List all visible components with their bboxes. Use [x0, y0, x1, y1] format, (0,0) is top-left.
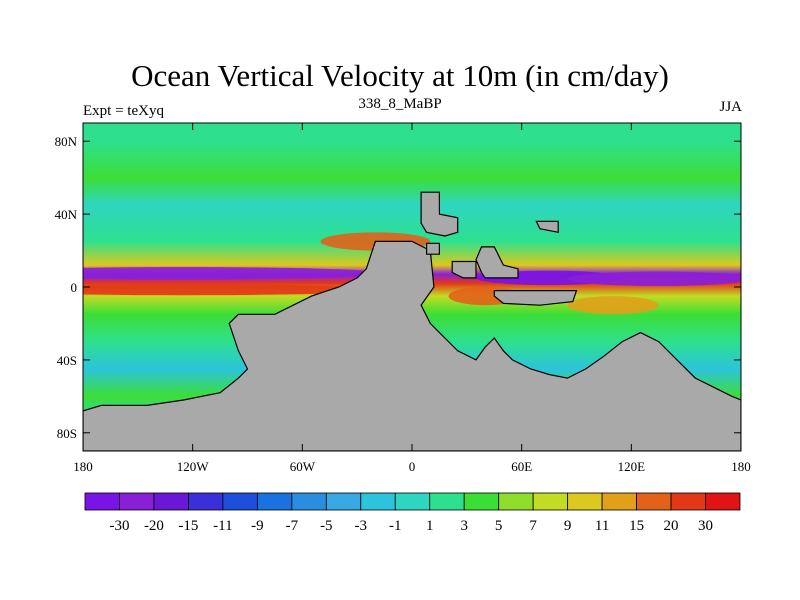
colorbar-label: 20 [664, 518, 679, 534]
colorbar-label: 5 [495, 518, 503, 534]
colorbar-swatch [463, 492, 500, 511]
colorbar-label: -5 [320, 518, 333, 534]
colorbar-label: 1 [426, 518, 434, 534]
x-tick-label: 180 [73, 459, 93, 474]
y-tick-label: 40S [57, 353, 77, 368]
field-feature [567, 296, 659, 315]
colorbar-swatch [670, 492, 706, 511]
land-polygon [451, 260, 477, 279]
colorbar-swatch [153, 492, 189, 511]
chart-subtitle-left: Expt = teXyq [83, 103, 164, 119]
land-polygon [475, 246, 519, 279]
land-polygon [426, 242, 440, 255]
colorbar-swatch [532, 492, 569, 511]
y-axis: 80N 40N 0 40S 80S [55, 134, 741, 441]
colorbar-swatch [636, 492, 672, 511]
colorbar-swatch [567, 492, 603, 511]
colorbar-swatch [84, 492, 120, 511]
colorbar-label: -3 [355, 518, 368, 534]
colorbar-swatch [256, 492, 293, 511]
colorbar-label: 7 [529, 518, 537, 534]
land-polygon [493, 290, 578, 306]
colorbar-label: 30 [698, 518, 713, 534]
x-tick-label: 120E [618, 459, 646, 474]
x-tick-label: 120W [177, 459, 210, 474]
x-axis: 180 120W 60W 0 60E 120E 180 [73, 123, 751, 474]
colorbar-label: 15 [629, 518, 644, 534]
y-tick-label: 0 [71, 280, 78, 295]
colorbar-label: -20 [144, 518, 164, 534]
x-tick-label: 60W [290, 459, 316, 474]
colorbar-label: 3 [460, 518, 468, 534]
colorbar-label: -7 [286, 518, 299, 534]
chart-subtitle-center: 338_8_MaBP [358, 96, 442, 112]
y-tick-label: 80S [57, 426, 77, 441]
land-polygon [535, 220, 559, 234]
colorbar-swatch [291, 492, 327, 511]
x-tick-label: 180 [731, 459, 751, 474]
colorbar: -30 -20 -15 -11 -9 -7 -5 -3 -1 1 3 5 7 9 11 15 20 30 [84, 492, 741, 534]
field-feature [83, 284, 385, 296]
chart-title: Ocean Vertical Velocity at 10m (in cm/da… [131, 58, 669, 93]
x-tick-label: 0 [409, 459, 416, 474]
y-tick-label: 40N [55, 207, 78, 222]
x-tick-label: 60E [511, 459, 532, 474]
y-tick-label: 80N [55, 134, 78, 149]
colorbar-swatch [429, 492, 465, 511]
colorbar-swatch [601, 492, 637, 511]
field-features [83, 232, 741, 315]
colorbar-swatch [325, 492, 362, 511]
colorbar-label: 11 [595, 518, 609, 534]
colorbar-swatch [498, 492, 534, 511]
colorbar-label: -1 [389, 518, 402, 534]
chart-subtitle-right: JJA [719, 99, 742, 115]
colorbar-label: 9 [564, 518, 572, 534]
land-polygon [420, 191, 459, 237]
colorbar-label: -9 [251, 518, 264, 534]
land-polygon [83, 240, 741, 451]
field-feature [83, 266, 385, 280]
colorbar-swatch [394, 492, 431, 511]
colorbar-swatch [705, 492, 741, 511]
colorbar-label: -30 [109, 518, 129, 534]
land-mask [83, 191, 741, 451]
colorbar-swatch [360, 492, 396, 511]
colorbar-label: -15 [178, 518, 198, 534]
colorbar-swatch [188, 492, 224, 511]
colorbar-swatch [119, 492, 155, 511]
colorbar-label: -11 [213, 518, 232, 534]
field-feature [567, 271, 741, 287]
colorbar-swatch [222, 492, 258, 511]
plot-area [83, 123, 741, 451]
